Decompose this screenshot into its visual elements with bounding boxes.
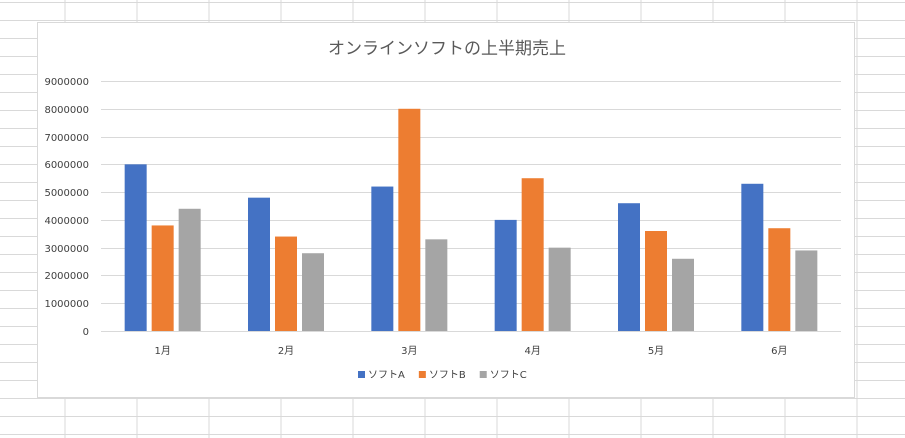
y-tick-label: 2000000 — [44, 271, 89, 282]
bar[interactable] — [124, 164, 147, 331]
legend-swatch — [418, 371, 426, 378]
y-tick-label: 7000000 — [44, 133, 89, 144]
bar[interactable] — [672, 258, 694, 331]
y-tick-label: 6000000 — [44, 160, 89, 171]
bar[interactable] — [521, 178, 544, 331]
x-tick-label: 4月 — [524, 345, 540, 357]
y-tick-label: 1000000 — [44, 299, 89, 310]
bar[interactable] — [248, 197, 270, 331]
bar[interactable] — [618, 203, 640, 331]
y-tick-label: 9000000 — [44, 77, 89, 88]
y-axis-tick-labels: 0 1000000 2000000 3000000 4000000 5000000 6000… — [44, 77, 89, 338]
bar[interactable] — [398, 108, 421, 332]
legend-label: ソフトB — [429, 370, 466, 381]
bar[interactable] — [768, 228, 791, 331]
y-tick-label: 8000000 — [44, 105, 89, 116]
legend-label: ソフトA — [368, 370, 405, 381]
y-tick-label: 4000000 — [44, 216, 89, 227]
y-tick-label: 3000000 — [44, 244, 89, 255]
bar-chart: オンラインソフトの上半期売上 0 1000000 2000000 3000000 400… — [44, 39, 841, 381]
bar[interactable] — [795, 250, 818, 331]
chart-title: オンラインソフトの上半期売上 — [328, 39, 566, 59]
bar[interactable] — [645, 231, 667, 331]
bar[interactable] — [425, 239, 448, 331]
chart-area[interactable]: オンラインソフトの上半期売上 0 1000000 2000000 3000000 400… — [37, 22, 855, 398]
bar[interactable] — [178, 208, 201, 331]
x-tick-label: 3月 — [401, 345, 417, 357]
legend: ソフトA ソフトB ソフトC — [358, 370, 527, 381]
y-tick-label: 5000000 — [44, 188, 89, 199]
x-axis-tick-labels: 1月 2月 3月 4月 5月 6月 — [154, 345, 787, 357]
legend-label: ソフトC — [490, 370, 527, 381]
bar[interactable] — [494, 219, 517, 331]
y-tick-label: 0 — [83, 327, 89, 338]
bars — [124, 108, 818, 332]
legend-swatch — [479, 371, 487, 378]
x-tick-label: 1月 — [154, 345, 170, 357]
bar[interactable] — [548, 247, 571, 331]
x-tick-label: 2月 — [278, 345, 294, 357]
bar[interactable] — [302, 253, 324, 331]
bar[interactable] — [371, 186, 394, 331]
gridlines — [101, 81, 841, 332]
bar[interactable] — [741, 183, 764, 331]
x-tick-label: 6月 — [771, 345, 787, 357]
legend-swatch — [358, 371, 365, 378]
x-tick-label: 5月 — [648, 345, 664, 357]
bar[interactable] — [275, 236, 297, 331]
bar[interactable] — [151, 225, 174, 331]
